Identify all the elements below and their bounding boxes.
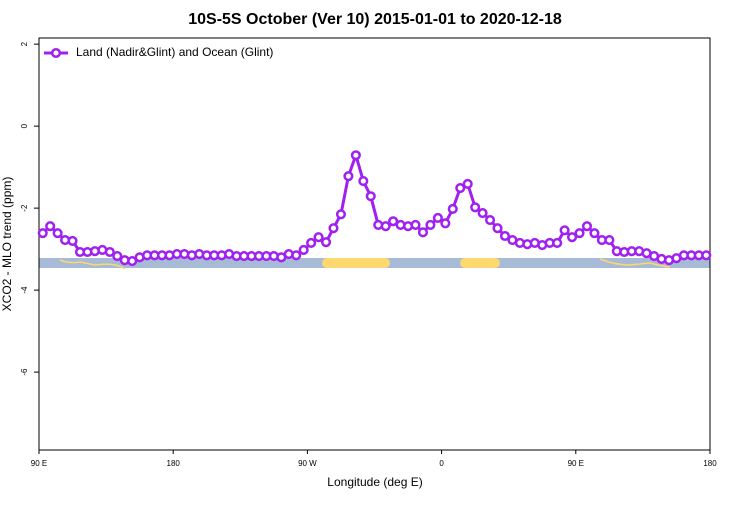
- data-point: [559, 225, 570, 236]
- data-point: [365, 191, 376, 202]
- data-point: [440, 218, 451, 229]
- data-point: [328, 223, 339, 234]
- x-tick-label: 0: [439, 459, 444, 468]
- data-point: [45, 221, 56, 232]
- data-point: [477, 207, 488, 219]
- data-point: [350, 150, 361, 161]
- x-axis-label: Longitude (deg E): [327, 475, 422, 489]
- data-point: [417, 227, 429, 238]
- y-tick-label: -4: [20, 286, 29, 294]
- data-point: [552, 237, 563, 249]
- data-point: [306, 237, 317, 249]
- x-tick-label: 90 E: [568, 459, 584, 468]
- land-ocean-strip: [39, 258, 710, 270]
- x-tick-label: 180: [167, 459, 181, 468]
- data-point: [112, 251, 123, 262]
- data-point: [455, 182, 466, 194]
- data-point: [574, 228, 585, 239]
- series-line: [41, 150, 707, 263]
- data-point: [37, 228, 48, 239]
- data-point: [67, 235, 78, 246]
- data-point: [358, 176, 369, 187]
- data-point: [604, 235, 615, 246]
- x-tick-label: 90 W: [298, 459, 317, 468]
- y-axis-label: XCO2 - MLO trend (ppm): [0, 177, 14, 312]
- chart-title: 10S-5S October (Ver 10) 2015-01-01 to 20…: [188, 11, 562, 28]
- x-tick-label: 180: [703, 459, 717, 468]
- data-point: [425, 219, 436, 230]
- data-point: [485, 214, 496, 226]
- y-tick-label: 0: [20, 123, 29, 128]
- data-point: [52, 228, 63, 239]
- data-point: [313, 232, 324, 243]
- data-point: [432, 212, 443, 224]
- data-point: [127, 255, 138, 267]
- data-point: [380, 221, 391, 232]
- data-point: [589, 228, 600, 239]
- data-point: [567, 232, 578, 243]
- data-point: [388, 216, 399, 227]
- data-point: [335, 209, 347, 220]
- y-tick-label: -2: [20, 204, 29, 212]
- x-tick-label: 90 E: [31, 459, 47, 468]
- data-point: [447, 203, 458, 214]
- y-tick-label: 2: [20, 41, 29, 46]
- data-point: [104, 246, 115, 258]
- data-point: [581, 221, 593, 232]
- data-point: [499, 230, 511, 242]
- data-point: [320, 237, 332, 248]
- y-tick-label: -6: [20, 368, 29, 376]
- data-point: [470, 202, 481, 213]
- data-point: [343, 171, 354, 182]
- data-point: [492, 223, 503, 234]
- data-point: [462, 178, 473, 189]
- data-point: [410, 219, 421, 230]
- data-point: [701, 250, 712, 261]
- data-point: [291, 250, 302, 261]
- plot-frame: [38, 37, 711, 451]
- legend-label: Land (Nadir&Glint) and Ocean (Glint): [76, 45, 273, 59]
- legend-marker: [50, 47, 62, 59]
- data-point: [298, 244, 309, 255]
